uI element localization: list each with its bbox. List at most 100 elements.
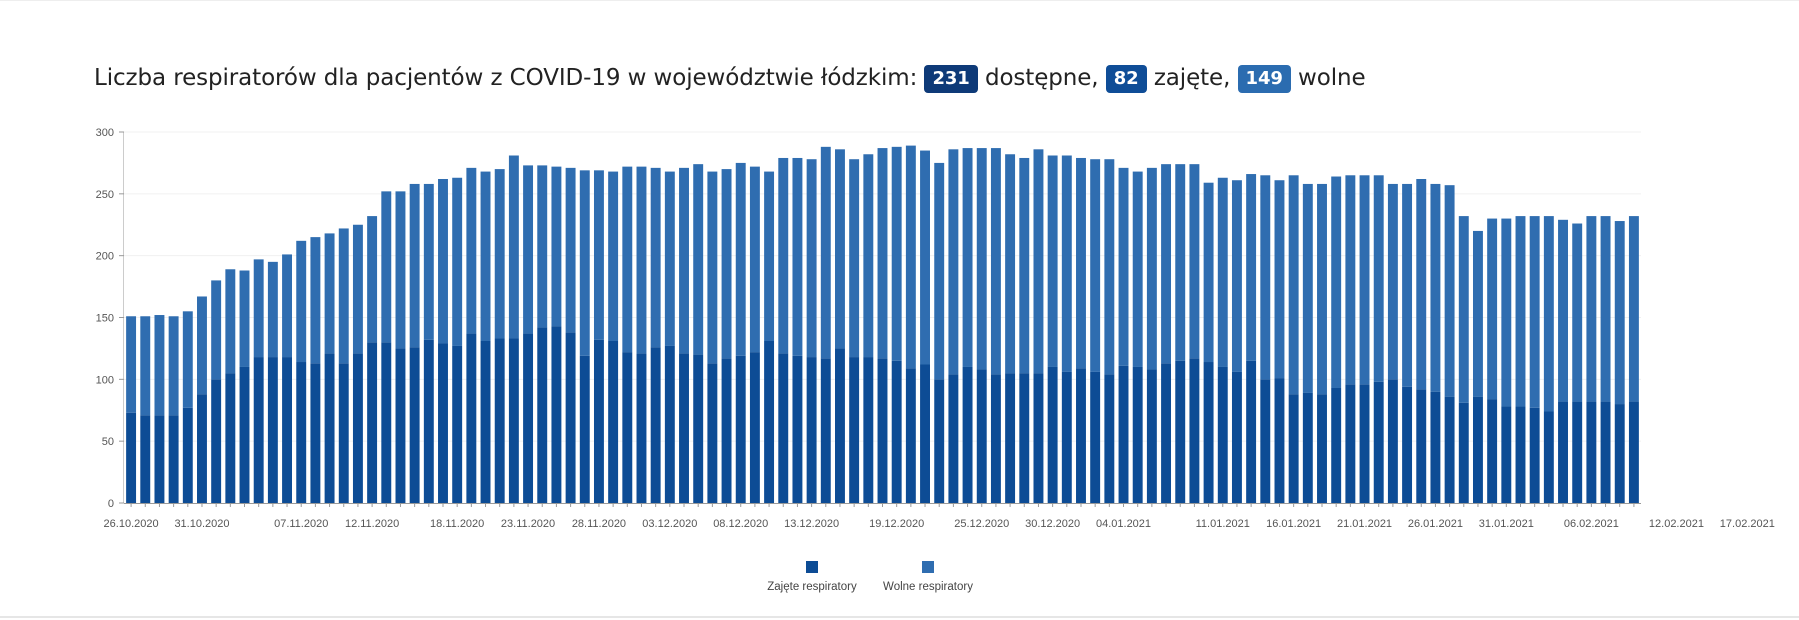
bar-occupied: [1628, 401, 1639, 503]
legend-item[interactable]: Zajęte respiratory: [767, 561, 857, 593]
bar-occupied: [1345, 384, 1356, 503]
bar-free: [1076, 157, 1086, 369]
chart-legend[interactable]: Zajęte respiratory Wolne respiratory: [767, 561, 973, 593]
bar-occupied: [197, 394, 207, 503]
bar-occupied: [664, 345, 675, 503]
bar-occupied: [126, 412, 137, 503]
bar-occupied: [1416, 389, 1427, 503]
bar-occupied: [806, 357, 817, 503]
bar-free: [1387, 183, 1398, 380]
bar-free: [891, 146, 902, 361]
x-tick-label: 04.01.2021: [1096, 518, 1151, 530]
bar-free: [367, 216, 378, 343]
top-divider: [0, 0, 1799, 1]
bar-free: [593, 170, 604, 340]
bar-free: [1501, 218, 1512, 407]
bar-occupied: [962, 366, 973, 503]
bar-occupied: [934, 379, 945, 503]
bar-occupied: [735, 355, 746, 503]
y-tick-label: 200: [96, 251, 114, 263]
y-tick-label: 300: [96, 127, 114, 139]
bar-free: [934, 162, 945, 380]
bar-free: [1600, 216, 1611, 402]
bar-free: [1317, 183, 1327, 395]
bar-free: [267, 261, 278, 358]
bar-free: [423, 183, 434, 340]
y-tick-label: 150: [96, 313, 114, 325]
bar-free: [1458, 216, 1469, 403]
bar-free: [296, 240, 307, 363]
bar-occupied: [1487, 399, 1498, 503]
bar-occupied: [622, 352, 633, 503]
bar-occupied: [423, 339, 434, 503]
x-tick-label: 31.10.2020: [174, 518, 229, 530]
bar-free: [239, 270, 250, 367]
bar-free: [140, 316, 151, 416]
y-tick-label: 250: [96, 189, 114, 201]
bar-occupied: [154, 415, 165, 503]
bar-occupied: [1132, 366, 1143, 503]
occupied-count-badge: 82: [1105, 65, 1147, 93]
bar-free: [707, 171, 718, 364]
bar-occupied: [466, 333, 477, 503]
bar-free: [1586, 216, 1597, 402]
bar-occupied: [1430, 391, 1441, 503]
bar-occupied: [1019, 373, 1030, 503]
bar-free: [182, 311, 193, 408]
bar-free: [225, 269, 236, 374]
bar-occupied: [253, 357, 264, 503]
bars-group: [126, 145, 1639, 503]
bar-occupied: [352, 353, 363, 503]
bar-occupied: [1444, 396, 1455, 503]
y-tick-label: 50: [102, 436, 114, 448]
bar-occupied: [1288, 394, 1299, 503]
bar-occupied: [1515, 406, 1526, 503]
bar-occupied: [168, 415, 179, 503]
available-count-badge: 231: [924, 65, 978, 93]
bar-occupied: [1118, 365, 1129, 503]
bar-free: [1288, 175, 1299, 395]
bar-occupied: [792, 355, 803, 503]
bar-occupied: [749, 352, 760, 503]
x-tick-label: 12.02.2021: [1649, 518, 1704, 530]
bar-free: [1472, 230, 1483, 397]
bar-occupied: [1104, 374, 1115, 503]
x-tick-label: 06.02.2021: [1564, 518, 1619, 530]
bar-occupied: [381, 342, 392, 503]
bar-occupied: [1359, 384, 1370, 503]
bar-free: [381, 191, 392, 343]
x-tick-label: 07.11.2020: [274, 518, 328, 530]
bar-occupied: [820, 358, 831, 503]
bar-occupied: [211, 379, 222, 503]
bar-free: [1359, 175, 1370, 385]
bar-occupied: [1387, 379, 1398, 503]
x-tick-label: 17.02.2021: [1720, 518, 1775, 530]
bar-occupied: [1472, 396, 1483, 503]
bar-free: [664, 171, 675, 346]
bar-free: [1033, 149, 1044, 374]
bar-free: [1061, 155, 1072, 372]
bar-free: [1231, 180, 1242, 372]
bar-occupied: [650, 347, 661, 503]
y-tick-label: 100: [96, 374, 114, 386]
legend-item[interactable]: Wolne respiratory: [883, 561, 973, 593]
x-tick-label: 03.12.2020: [642, 518, 697, 530]
bar-occupied: [1061, 371, 1072, 503]
bar-occupied: [1217, 366, 1228, 503]
bar-occupied: [1600, 401, 1611, 503]
bar-free: [990, 148, 1001, 375]
bar-occupied: [1614, 404, 1625, 503]
y-tick-label: 0: [108, 498, 114, 510]
bar-free: [622, 166, 633, 353]
bar-free: [126, 316, 137, 413]
bar-free: [1005, 154, 1016, 374]
bar-occupied: [1005, 373, 1016, 503]
bar-free: [976, 148, 987, 370]
bar-free: [1444, 185, 1455, 397]
bar-free: [948, 149, 959, 375]
title-text: Liczba respiratorów dla pacjentów z COVI…: [94, 65, 918, 91]
bar-free: [1487, 218, 1498, 400]
bar-free: [863, 154, 874, 358]
bar-free: [409, 183, 420, 348]
bar-free: [523, 165, 534, 334]
